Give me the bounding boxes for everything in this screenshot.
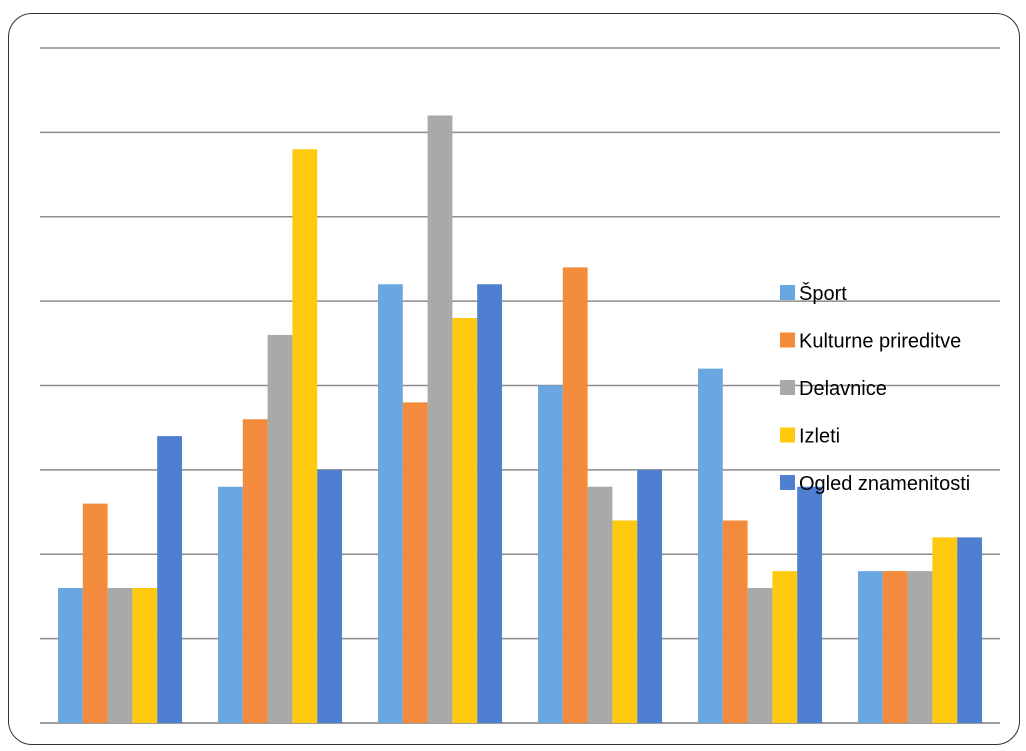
bar	[267, 334, 293, 723]
legend-swatch	[780, 427, 795, 443]
bar	[957, 537, 982, 723]
legend-swatch	[780, 380, 795, 395]
bar	[132, 588, 158, 723]
bar	[882, 571, 908, 723]
bar	[218, 486, 243, 723]
bar	[427, 115, 453, 723]
legend-swatch	[780, 285, 795, 300]
bar	[157, 436, 182, 723]
legend-label: Kulturne prireditve	[799, 331, 961, 353]
bar	[402, 402, 428, 723]
bar	[587, 486, 613, 723]
legend-label: Izleti	[799, 426, 840, 448]
bar	[242, 419, 268, 723]
legend-label: Ogled znamenitosti	[799, 473, 970, 495]
bar	[722, 520, 748, 723]
legend-label: Šport	[799, 282, 847, 305]
legend-swatch	[780, 332, 795, 348]
legend: Šport Kulturne prireditve Delavnice Izleti O…	[780, 282, 970, 495]
bar	[58, 588, 83, 723]
bar	[907, 571, 933, 723]
bar	[452, 318, 478, 723]
bar	[612, 520, 638, 723]
bars	[58, 115, 982, 723]
bar	[858, 571, 883, 723]
bar	[932, 537, 958, 723]
bar	[477, 284, 502, 723]
bar	[107, 588, 133, 723]
bar	[772, 571, 798, 723]
bar	[317, 469, 342, 723]
bar	[797, 486, 822, 723]
bar	[698, 368, 723, 723]
bar	[378, 284, 403, 723]
bar	[538, 385, 563, 723]
legend-swatch	[780, 475, 795, 490]
bar	[82, 503, 108, 723]
gridlines	[40, 47, 1000, 724]
bar	[292, 149, 318, 723]
legend-label: Delavnice	[799, 378, 887, 400]
bar	[747, 588, 773, 723]
bar	[562, 267, 588, 723]
bar	[637, 469, 662, 723]
